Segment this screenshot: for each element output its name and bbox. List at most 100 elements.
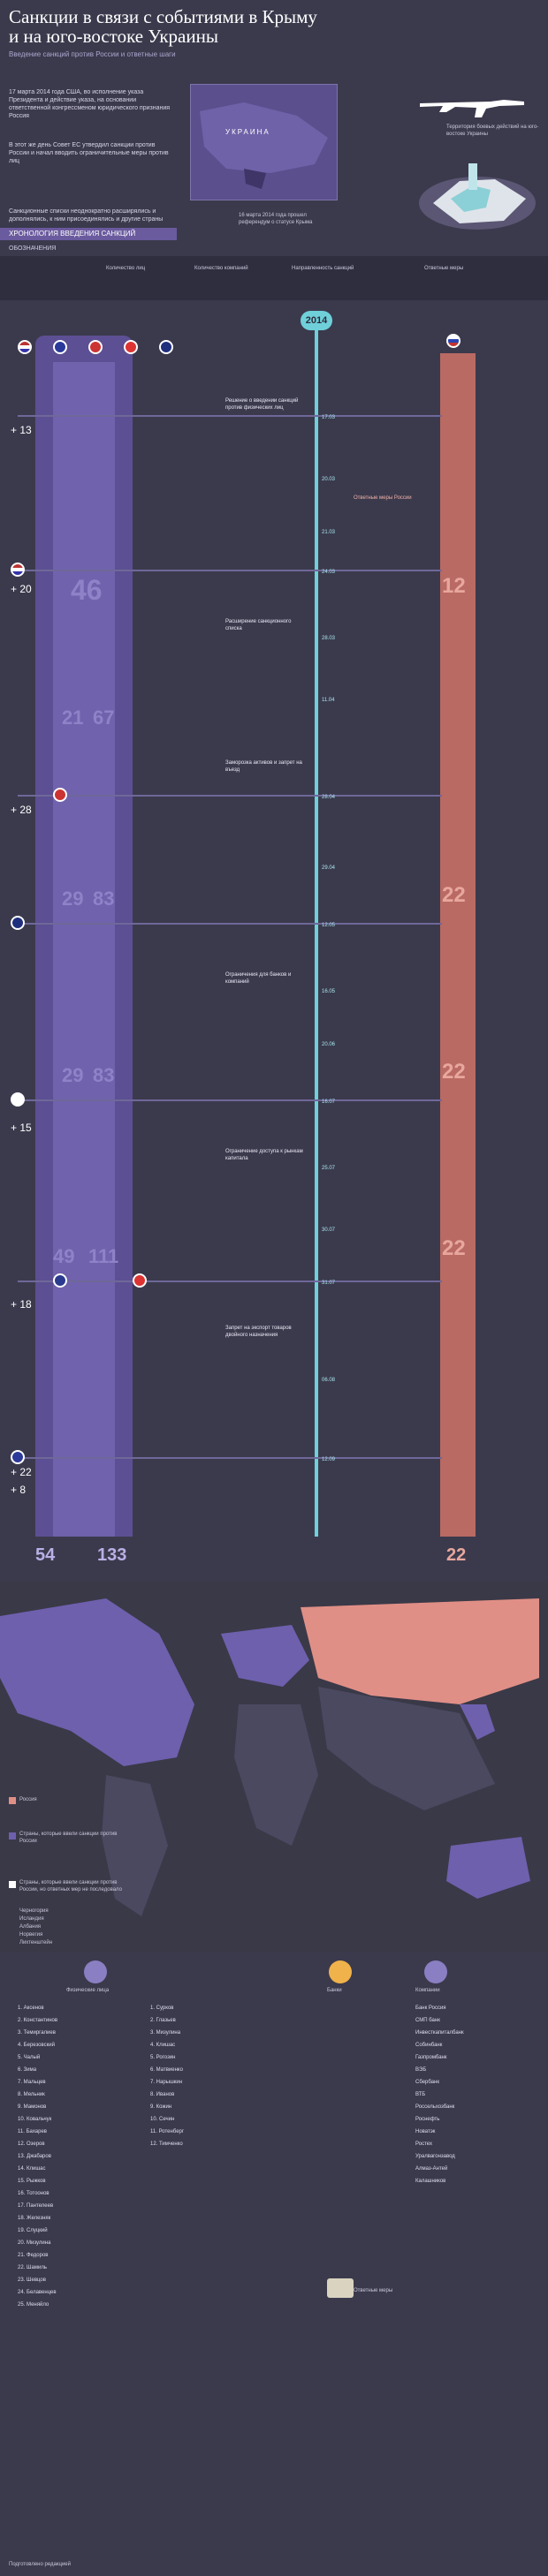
list-item: 2. Глазьев <box>150 2018 176 2023</box>
legend-item-persons: Количество лиц <box>106 266 146 271</box>
list-item: 1. Сурков <box>150 2006 174 2011</box>
list-item: Калашников <box>415 2179 446 2184</box>
list-item: СМП банк <box>415 2018 440 2023</box>
count-label: 21 <box>62 706 84 729</box>
date-label: 28.03 <box>322 636 336 641</box>
list-item: Инвесткапиталбанк <box>415 2030 464 2036</box>
flag-canada <box>53 788 67 802</box>
list-item: Банк Россия <box>415 2006 446 2011</box>
total-right: 22 <box>446 1545 467 1565</box>
flag-usa <box>11 563 25 577</box>
list-item: 8. Мельник <box>18 2092 45 2097</box>
persons-list-mid: 1. Сурков 2. Глазьев 3. Мизулина 4. Клишас 5… <box>150 2005 274 2153</box>
event-row <box>18 415 442 417</box>
legend-bar <box>0 256 548 300</box>
list-item: Газпромбанк <box>415 2055 447 2060</box>
flag-australia <box>11 916 25 930</box>
date-label: 11.04 <box>322 698 335 703</box>
flag-australia <box>159 340 173 354</box>
list-item: 24. Белавенцев <box>18 2290 57 2295</box>
sanctions-column-inner <box>53 362 115 1537</box>
count-label: 29 <box>62 888 84 910</box>
timeline-axis <box>315 327 318 1537</box>
plus-label: + 15 <box>11 1122 32 1134</box>
date-label: 16.05 <box>322 989 336 994</box>
date-label: 31.07 <box>322 1280 336 1286</box>
year-badge: 2014 <box>301 311 332 330</box>
flag-russia <box>446 334 460 348</box>
flag-uk <box>53 1273 67 1288</box>
list-item: Сбербанк <box>415 2080 439 2085</box>
russia-count: 12 <box>442 574 466 598</box>
list-item: 16. Тотоонов <box>18 2191 49 2196</box>
list-item: 4. Клишас <box>150 2043 176 2048</box>
list-item: 10. Сечин <box>150 2117 175 2122</box>
section-persons-title: Физические лица <box>66 1988 110 1993</box>
count-label: 83 <box>93 888 115 910</box>
list-item: 21. Федоров <box>18 2253 49 2258</box>
plus-label: + 8 <box>11 1484 27 1496</box>
list-item: Уралвагонзавод <box>415 2154 455 2159</box>
legend-item-companies: Количество компаний <box>194 266 248 271</box>
list-item: 10. Ковальчук <box>18 2117 52 2122</box>
intro-text-2: В этот же день Совет ЕС утвердил санкции… <box>9 142 169 164</box>
count-label: 46 <box>71 574 103 606</box>
event-note: Ограничения для банков и компаний <box>225 972 292 985</box>
total-left-b: 133 <box>97 1545 127 1565</box>
list-item: 25. Меняйло <box>18 2302 49 2308</box>
event-note: Заморозка активов и запрет на въезд <box>225 760 302 773</box>
flag-japan <box>11 1092 25 1107</box>
list-item: 4. Березовский <box>18 2043 55 2048</box>
list-item: ВТБ <box>415 2092 426 2097</box>
event-row <box>18 1457 442 1459</box>
event-note: Ограничение доступа к рынкам капитала <box>225 1149 303 1161</box>
list-item: 12. Тимченко <box>150 2142 183 2147</box>
section-banks-title: Банки <box>327 1988 342 1993</box>
date-label: 12.09 <box>322 1457 336 1462</box>
list-item: ВЭБ <box>415 2067 427 2073</box>
territory-note: Территория боевых действий на юго-восток… <box>446 125 539 137</box>
date-label: 25.07 <box>322 1166 336 1171</box>
russia-count: 22 <box>442 883 466 907</box>
count-label: 49 <box>53 1245 75 1267</box>
intro-text-1: 17 марта 2014 года США, во исполнение ук… <box>9 89 171 119</box>
date-label: 12.05 <box>322 923 336 928</box>
list-item: 5. Чалый <box>18 2055 41 2060</box>
list-item: 7. Нарышкин <box>150 2080 183 2085</box>
date-label: 20.03 <box>322 477 336 482</box>
flag-usa <box>18 340 32 354</box>
russia-count: 22 <box>442 1236 466 1260</box>
section-icon-response <box>327 2278 354 2298</box>
joined-country: Албания <box>19 1924 42 1930</box>
count-label: 67 <box>93 706 115 729</box>
intro-text-3: Санкционные списки неоднократно расширял… <box>9 208 164 223</box>
list-item: 12. Озеров <box>18 2142 45 2147</box>
section-icon-persons <box>84 1960 107 1983</box>
date-label: 24.03 <box>322 570 336 575</box>
date-label: 28.04 <box>322 795 336 800</box>
flag-switzerland <box>133 1273 147 1288</box>
list-item: 3. Темиргалиев <box>18 2030 56 2036</box>
joined-country: Лихтенштейн <box>19 1940 53 1945</box>
count-label: 29 <box>62 1064 84 1086</box>
list-item: 7. Мальцев <box>18 2080 46 2085</box>
date-label: 17.03 <box>322 415 336 420</box>
plus-label: + 13 <box>11 424 32 436</box>
legend-item-response: Ответные меры <box>424 266 464 271</box>
date-label: 21.03 <box>322 530 336 535</box>
russia-count: 22 <box>442 1060 466 1084</box>
list-item: 23. Шевцов <box>18 2278 46 2283</box>
list-item: 5. Рогозин <box>150 2055 176 2060</box>
date-label: 29.04 <box>322 865 336 871</box>
event-row <box>18 570 442 571</box>
section-icon-companies <box>424 1960 447 1983</box>
list-item: Алмаз-Антей <box>415 2166 448 2172</box>
ukraine-label: УКРАИНА <box>225 128 270 136</box>
legend-joined-swatch <box>9 1881 16 1888</box>
list-item: Новатэк <box>415 2129 436 2134</box>
companies-list: Банк Россия СМП банк Инвесткапиталбанк Соби… <box>415 2005 539 2190</box>
list-item: 22. Шамиль <box>18 2265 47 2270</box>
list-item: 3. Мизулина <box>150 2030 181 2036</box>
rifle-icon <box>420 93 526 119</box>
joined-country: Исландия <box>19 1916 44 1922</box>
